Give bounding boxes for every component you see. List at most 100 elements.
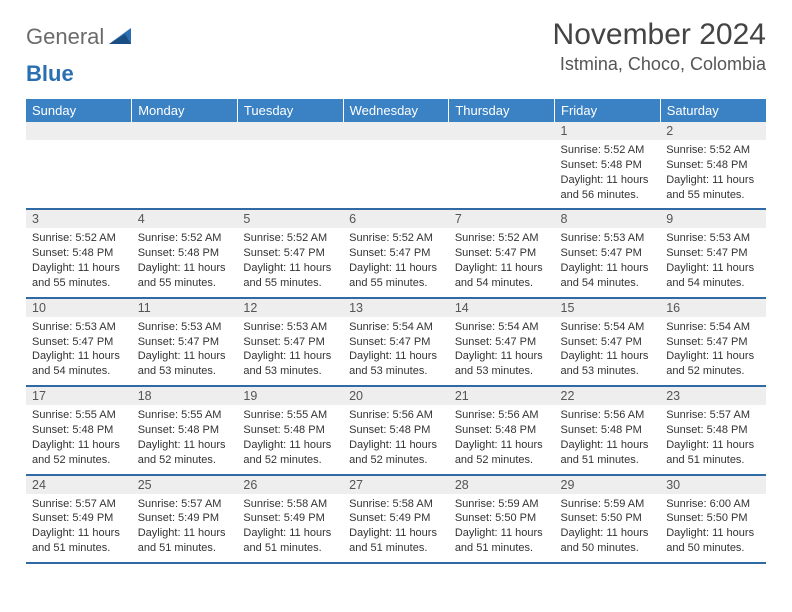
sunset-text: Sunset: 5:47 PM: [561, 335, 655, 350]
day-number-cell: [26, 122, 132, 140]
day-number-cell: 8: [555, 210, 661, 228]
daylight-text: Daylight: 11 hours and 51 minutes.: [138, 526, 232, 556]
day-number-cell: 26: [237, 476, 343, 494]
day-number-cell: 1: [555, 122, 661, 140]
day-details-row: Sunrise: 5:57 AMSunset: 5:49 PMDaylight:…: [26, 494, 766, 562]
daylight-text: Daylight: 11 hours and 55 minutes.: [243, 261, 337, 291]
month-title: November 2024: [553, 18, 766, 52]
day-details-cell: Sunrise: 5:55 AMSunset: 5:48 PMDaylight:…: [26, 405, 132, 473]
day-number-cell: [237, 122, 343, 140]
sunset-text: Sunset: 5:50 PM: [666, 511, 760, 526]
day-of-week-header: Friday: [555, 99, 661, 122]
logo: General: [26, 18, 131, 50]
sunrise-text: Sunrise: 5:53 AM: [243, 320, 337, 335]
sunrise-text: Sunrise: 5:52 AM: [243, 231, 337, 246]
day-of-week-header: Tuesday: [237, 99, 343, 122]
day-details-cell: Sunrise: 5:55 AMSunset: 5:48 PMDaylight:…: [237, 405, 343, 473]
sunrise-text: Sunrise: 5:54 AM: [349, 320, 443, 335]
sunset-text: Sunset: 5:47 PM: [349, 246, 443, 261]
title-block: November 2024 Istmina, Choco, Colombia: [553, 18, 766, 75]
day-details-cell: [449, 140, 555, 208]
day-of-week-row: SundayMondayTuesdayWednesdayThursdayFrid…: [26, 99, 766, 122]
sunset-text: Sunset: 5:48 PM: [138, 423, 232, 438]
day-details-cell: Sunrise: 5:57 AMSunset: 5:48 PMDaylight:…: [660, 405, 766, 473]
daylight-text: Daylight: 11 hours and 54 minutes.: [666, 261, 760, 291]
day-details-cell: Sunrise: 5:54 AMSunset: 5:47 PMDaylight:…: [555, 317, 661, 385]
sunset-text: Sunset: 5:47 PM: [666, 335, 760, 350]
day-number-cell: 10: [26, 299, 132, 317]
day-details-cell: Sunrise: 5:57 AMSunset: 5:49 PMDaylight:…: [26, 494, 132, 562]
day-number-cell: 6: [343, 210, 449, 228]
day-details-cell: Sunrise: 5:54 AMSunset: 5:47 PMDaylight:…: [660, 317, 766, 385]
daylight-text: Daylight: 11 hours and 51 minutes.: [243, 526, 337, 556]
day-number-cell: 23: [660, 387, 766, 405]
daylight-text: Daylight: 11 hours and 51 minutes.: [561, 438, 655, 468]
daylight-text: Daylight: 11 hours and 53 minutes.: [138, 349, 232, 379]
sunset-text: Sunset: 5:48 PM: [32, 423, 126, 438]
day-number-cell: 9: [660, 210, 766, 228]
sunrise-text: Sunrise: 5:57 AM: [32, 497, 126, 512]
sunset-text: Sunset: 5:47 PM: [666, 246, 760, 261]
sunset-text: Sunset: 5:48 PM: [666, 158, 760, 173]
daylight-text: Daylight: 11 hours and 50 minutes.: [561, 526, 655, 556]
sunset-text: Sunset: 5:47 PM: [32, 335, 126, 350]
sunrise-text: Sunrise: 6:00 AM: [666, 497, 760, 512]
sunrise-text: Sunrise: 5:54 AM: [666, 320, 760, 335]
day-number-cell: 5: [237, 210, 343, 228]
day-details-cell: Sunrise: 5:52 AMSunset: 5:48 PMDaylight:…: [555, 140, 661, 208]
day-number-cell: 30: [660, 476, 766, 494]
sunset-text: Sunset: 5:48 PM: [349, 423, 443, 438]
day-details-cell: Sunrise: 5:52 AMSunset: 5:47 PMDaylight:…: [343, 228, 449, 296]
day-details-cell: Sunrise: 5:52 AMSunset: 5:47 PMDaylight:…: [449, 228, 555, 296]
sunset-text: Sunset: 5:49 PM: [243, 511, 337, 526]
sunrise-text: Sunrise: 5:59 AM: [561, 497, 655, 512]
day-number-cell: 21: [449, 387, 555, 405]
daylight-text: Daylight: 11 hours and 52 minutes.: [243, 438, 337, 468]
daylight-text: Daylight: 11 hours and 54 minutes.: [561, 261, 655, 291]
daylight-text: Daylight: 11 hours and 56 minutes.: [561, 173, 655, 203]
sunrise-text: Sunrise: 5:56 AM: [349, 408, 443, 423]
daylight-text: Daylight: 11 hours and 53 minutes.: [455, 349, 549, 379]
day-details-row: Sunrise: 5:55 AMSunset: 5:48 PMDaylight:…: [26, 405, 766, 473]
day-number-cell: 2: [660, 122, 766, 140]
sunrise-text: Sunrise: 5:58 AM: [243, 497, 337, 512]
day-number-cell: 28: [449, 476, 555, 494]
day-of-week-header: Monday: [132, 99, 238, 122]
day-details-cell: [343, 140, 449, 208]
logo-text-gray: General: [26, 24, 104, 50]
day-details-cell: Sunrise: 5:53 AMSunset: 5:47 PMDaylight:…: [660, 228, 766, 296]
day-details-row: Sunrise: 5:52 AMSunset: 5:48 PMDaylight:…: [26, 228, 766, 296]
daylight-text: Daylight: 11 hours and 51 minutes.: [666, 438, 760, 468]
logo-text-blue: Blue: [26, 61, 74, 87]
day-details-cell: [237, 140, 343, 208]
day-number-cell: 16: [660, 299, 766, 317]
day-number-cell: 3: [26, 210, 132, 228]
daylight-text: Daylight: 11 hours and 53 minutes.: [561, 349, 655, 379]
day-number-cell: 20: [343, 387, 449, 405]
daylight-text: Daylight: 11 hours and 54 minutes.: [32, 349, 126, 379]
day-details-cell: Sunrise: 5:52 AMSunset: 5:48 PMDaylight:…: [26, 228, 132, 296]
week-separator: [26, 562, 766, 564]
day-details-cell: Sunrise: 5:59 AMSunset: 5:50 PMDaylight:…: [449, 494, 555, 562]
daylight-text: Daylight: 11 hours and 51 minutes.: [32, 526, 126, 556]
day-of-week-header: Thursday: [449, 99, 555, 122]
sunrise-text: Sunrise: 5:56 AM: [455, 408, 549, 423]
sunset-text: Sunset: 5:48 PM: [455, 423, 549, 438]
day-of-week-header: Sunday: [26, 99, 132, 122]
sunrise-text: Sunrise: 5:52 AM: [666, 143, 760, 158]
day-details-cell: Sunrise: 5:53 AMSunset: 5:47 PMDaylight:…: [555, 228, 661, 296]
day-number-row: 17181920212223: [26, 387, 766, 405]
sunrise-text: Sunrise: 5:52 AM: [455, 231, 549, 246]
daylight-text: Daylight: 11 hours and 54 minutes.: [455, 261, 549, 291]
sunrise-text: Sunrise: 5:52 AM: [32, 231, 126, 246]
day-number-row: 10111213141516: [26, 299, 766, 317]
day-details-cell: Sunrise: 5:53 AMSunset: 5:47 PMDaylight:…: [132, 317, 238, 385]
sunset-text: Sunset: 5:50 PM: [561, 511, 655, 526]
day-number-cell: 29: [555, 476, 661, 494]
daylight-text: Daylight: 11 hours and 52 minutes.: [455, 438, 549, 468]
sunset-text: Sunset: 5:49 PM: [138, 511, 232, 526]
sunrise-text: Sunrise: 5:57 AM: [666, 408, 760, 423]
day-details-row: Sunrise: 5:53 AMSunset: 5:47 PMDaylight:…: [26, 317, 766, 385]
day-details-cell: Sunrise: 5:52 AMSunset: 5:48 PMDaylight:…: [660, 140, 766, 208]
daylight-text: Daylight: 11 hours and 52 minutes.: [138, 438, 232, 468]
